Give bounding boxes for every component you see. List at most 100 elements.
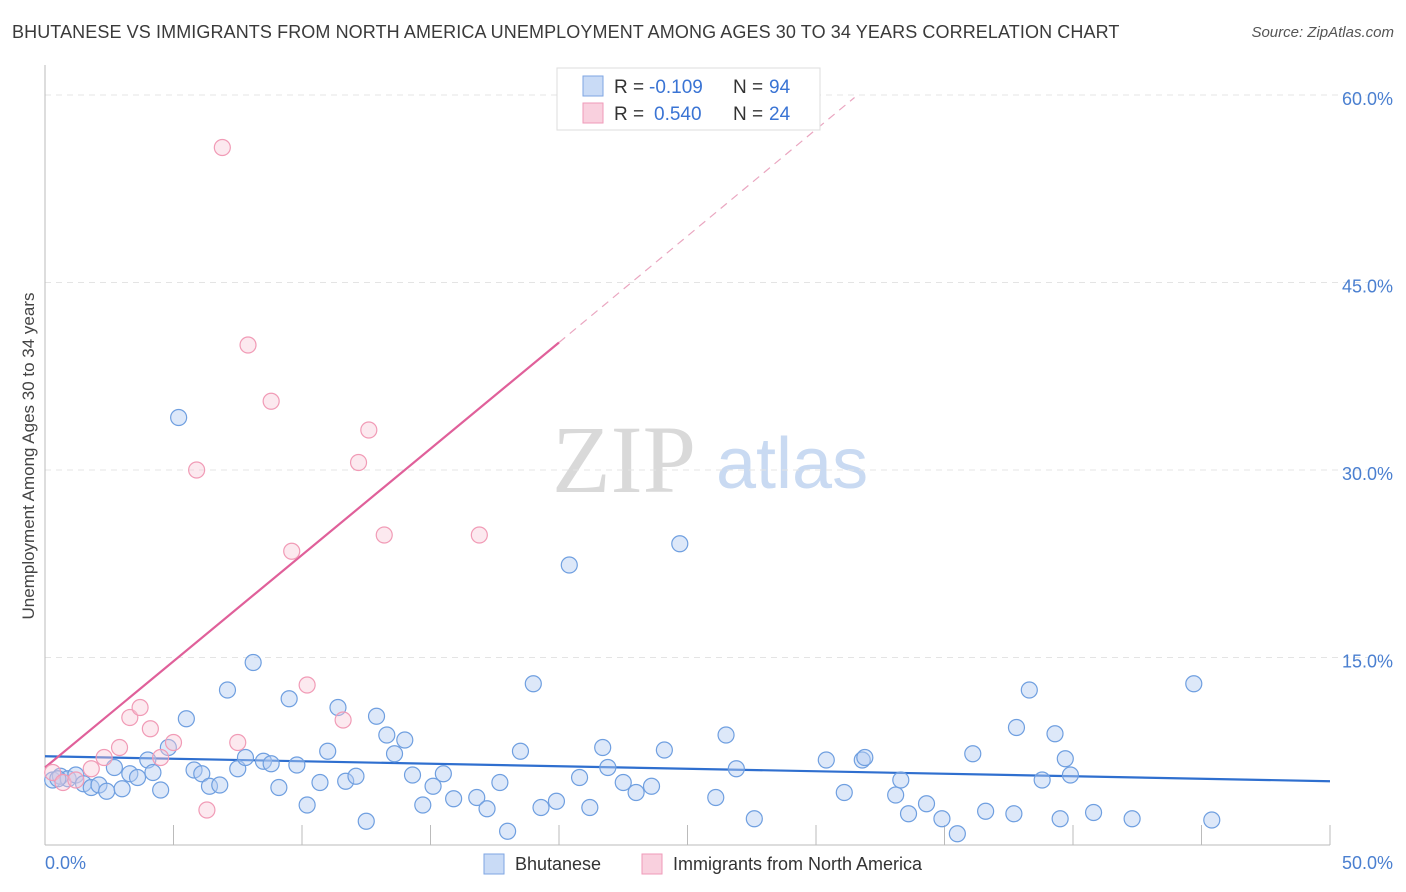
gridlines: [45, 94, 1368, 658]
bhutanese-point-89: [1084, 803, 1103, 822]
bhutanese-trend-line: [44, 755, 1331, 783]
bhutanese-point-59: [599, 758, 617, 777]
immigrants-point-17: [283, 542, 301, 560]
bhutanese-point-75: [899, 805, 918, 823]
bhutanese-point-71: [853, 751, 871, 769]
bhutanese-point-68: [745, 810, 763, 828]
bhutanese-point-62: [642, 777, 661, 795]
y-tick-label-3: 60.0%: [1342, 89, 1393, 109]
bhutanese-point-25: [244, 653, 262, 672]
bhutanese-point-28: [270, 778, 288, 797]
bhutanese-point-40: [385, 745, 404, 763]
bhutanese-point-76: [917, 795, 936, 813]
immigrants-point-0: [44, 763, 62, 782]
bhutanese-points: [44, 408, 1221, 843]
bhutanese-point-29: [280, 690, 298, 708]
bhutanese-point-60: [614, 773, 632, 792]
bhutanese-point-64: [671, 535, 689, 553]
bhutanese-point-24: [236, 748, 255, 767]
immigrants-point-8: [141, 720, 159, 738]
bhutanese-point-69: [817, 751, 835, 769]
bhutanese-point-81: [1005, 805, 1023, 823]
bhutanese-point-72: [856, 748, 874, 767]
legend-top: R = -0.109 N = 94 R = 0.540 N = 24: [556, 67, 821, 131]
immigrants-point-20: [349, 453, 368, 472]
bhutanese-point-87: [1056, 750, 1074, 768]
bhutanese-point-52: [524, 675, 542, 693]
legend-r-label-2: R =: [614, 104, 644, 125]
bhutanese-point-37: [357, 812, 375, 830]
bhutanese-point-21: [211, 776, 229, 794]
legend-n-label-2: N =: [733, 104, 763, 125]
bhutanese-point-51: [511, 742, 530, 760]
trend-lines: [44, 97, 1331, 783]
y-tick-label-0: 15.0%: [1342, 652, 1393, 672]
bhutanese-point-42: [403, 766, 422, 784]
y-axis-label: Unemployment Among Ages 30 to 34 years: [19, 293, 38, 620]
immigrants-point-21: [360, 421, 378, 439]
bhutanese-point-27: [262, 755, 280, 773]
bhutanese-point-67: [727, 760, 745, 778]
legend-n-label-1: N =: [733, 77, 763, 98]
bhutanese-point-61: [627, 783, 645, 802]
immigrants-point-9: [152, 748, 170, 767]
bhutanese-point-14: [152, 781, 170, 799]
immigrants-point-15: [239, 336, 257, 354]
legend-bottom: Bhutanese Immigrants from North America: [483, 853, 923, 875]
immigrants-point-5: [110, 738, 129, 757]
bhutanese-point-91: [1185, 675, 1203, 693]
bhutanese-point-92: [1203, 811, 1221, 829]
bhutanese-point-83: [1020, 681, 1038, 699]
chart-title: BHUTANESE VS IMMIGRANTS FROM NORTH AMERI…: [12, 22, 1120, 42]
bhutanese-point-82: [1007, 718, 1026, 737]
bhutanese-point-38: [367, 707, 386, 725]
immigrants-point-4: [95, 748, 113, 767]
immigrants-trend-line: [44, 341, 560, 769]
bhutanese-point-45: [434, 765, 452, 783]
tick-labels: 15.0% 30.0% 45.0% 60.0% 0.0% 50.0%: [45, 89, 1393, 873]
bhutanese-point-7: [98, 782, 116, 800]
bhutanese-point-50: [499, 822, 517, 840]
bhutanese-point-31: [298, 796, 316, 814]
bhutanese-point-74: [892, 771, 910, 789]
bhutanese-point-90: [1123, 810, 1141, 828]
immigrants-point-22: [375, 526, 393, 544]
source-credit: Source: ZipAtlas.com: [1251, 24, 1394, 41]
immigrants-point-6: [121, 708, 139, 727]
bhutanese-point-33: [319, 742, 337, 760]
bhutanese-point-56: [570, 768, 589, 787]
bhutanese-point-86: [1051, 810, 1069, 828]
legend-n-value-2: 24: [769, 104, 791, 125]
bhutanese-point-58: [594, 738, 612, 757]
bhutanese-point-55: [560, 556, 578, 574]
bhutanese-point-13: [144, 763, 162, 782]
immigrants-point-18: [298, 676, 316, 694]
immigrants-points: [44, 138, 488, 819]
immigrants-point-16: [262, 392, 280, 410]
bottom-legend-swatch-immigrants: [641, 853, 663, 875]
bhutanese-point-85: [1046, 725, 1064, 743]
bhutanese-point-47: [468, 788, 486, 807]
legend-n-value-1: 94: [769, 77, 791, 98]
bhutanese-point-17: [177, 710, 195, 728]
bhutanese-point-48: [478, 800, 496, 818]
immigrants-point-7: [131, 698, 149, 717]
immigrants-point-2: [67, 771, 85, 789]
bhutanese-point-54: [547, 792, 566, 810]
watermark-atlas: atlas: [716, 424, 868, 504]
bhutanese-point-78: [948, 825, 966, 843]
immigrants-point-10: [164, 733, 183, 752]
bhutanese-point-36: [347, 767, 365, 785]
bottom-legend-swatch-bhutanese: [483, 853, 505, 875]
bottom-legend-label-immigrants: Immigrants from North America: [673, 854, 923, 874]
bhutanese-point-8: [105, 758, 123, 777]
bhutanese-point-44: [424, 777, 442, 795]
bhutanese-point-30: [288, 756, 306, 774]
bhutanese-point-88: [1061, 766, 1080, 784]
x-tick-label-0: 0.0%: [45, 853, 86, 873]
x-tick-label-1: 50.0%: [1342, 853, 1393, 873]
bhutanese-point-65: [707, 788, 725, 807]
immigrants-point-11: [188, 461, 206, 479]
bhutanese-point-32: [311, 773, 329, 792]
